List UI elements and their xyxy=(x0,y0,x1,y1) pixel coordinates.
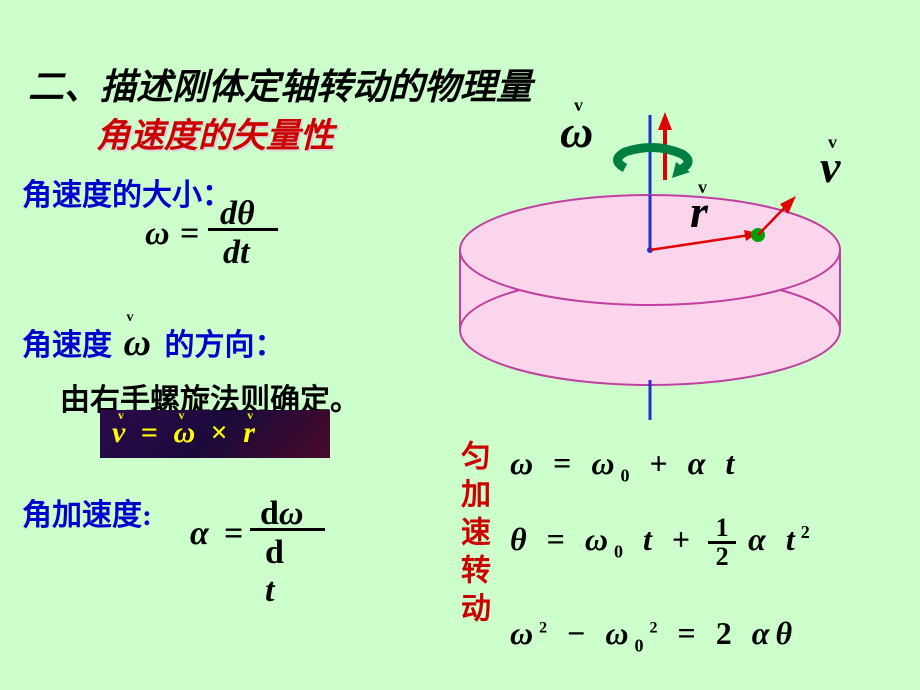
dir-prefix: 角速度 xyxy=(22,329,112,362)
dir-suffix: 的方向： xyxy=(164,329,284,362)
angular-velocity-direction-label: 角速度 v ω 的方向： xyxy=(22,320,284,365)
angular-acceleration-label: 角加速度: xyxy=(22,490,152,534)
omega-arrow-head xyxy=(658,112,672,130)
r-vector-label: v r xyxy=(690,185,708,238)
omega-vector-label: v ω xyxy=(560,105,593,158)
subtitle: 角速度的矢量性 xyxy=(96,108,334,157)
rotation-arrow-icon xyxy=(618,147,691,178)
kinematic-eq-2: θ = ω0 t + 1 2 α t2 xyxy=(510,515,810,570)
v-vector-label: v v xyxy=(820,140,840,193)
omega-symbol-inline: v ω xyxy=(120,322,165,364)
angular-velocity-magnitude-label: 角速度的大小： xyxy=(22,170,232,214)
cylinder-diagram xyxy=(430,80,920,500)
kinematic-eq-3: ω2 − ω02 = 2 αθ xyxy=(510,615,798,656)
cross-product-box: v v = v ω × v r xyxy=(100,410,330,458)
